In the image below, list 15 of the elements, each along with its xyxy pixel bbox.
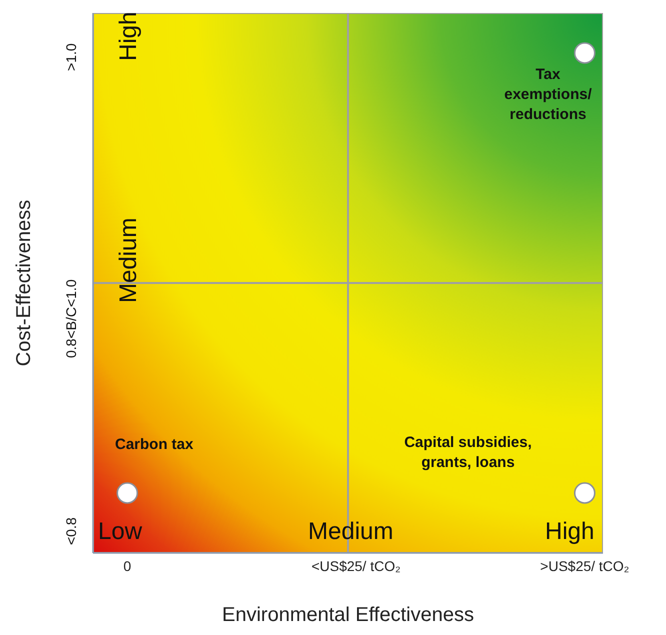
x-tick-label: 0 <box>123 558 132 574</box>
annotation: Carbon tax <box>115 435 194 455</box>
x-axis-title: Environmental Effectiveness <box>222 604 474 626</box>
text: 0.8<B/C<1.0 <box>63 279 79 358</box>
annotation: Capital subsidies, grants, loans <box>403 433 533 473</box>
annotation: High <box>545 518 594 546</box>
text: <0.8 <box>63 517 79 545</box>
annotation: Tax exemptions/ reductions <box>503 65 593 125</box>
text: >1.0 <box>63 43 79 71</box>
annotation: High <box>115 12 143 61</box>
annotation: Medium <box>115 218 143 303</box>
y-axis-title: Cost-Effectiveness <box>13 200 36 366</box>
annotation: Low <box>98 518 142 546</box>
x-tick-label: >US$25/ tCO₂ <box>540 558 630 574</box>
x-tick-label: <US$25/ tCO₂ <box>311 558 401 574</box>
